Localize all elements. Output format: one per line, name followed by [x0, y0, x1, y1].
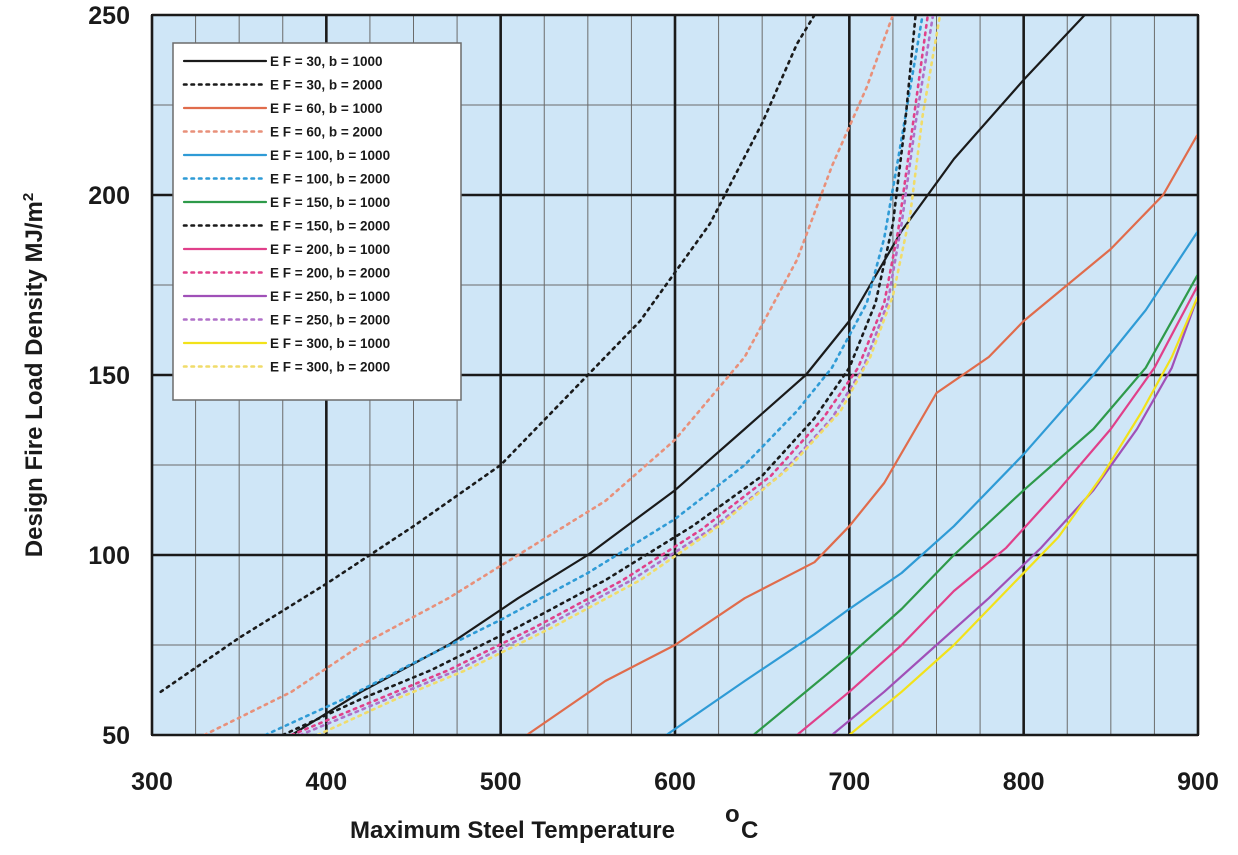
series-line-5 [665, 229, 1198, 735]
legend-label-11: E F = 250, b = 1000 [270, 289, 390, 304]
legend-label-4: E F = 60, b = 2000 [270, 125, 383, 140]
legend-label-8: E F = 150, b = 2000 [270, 219, 390, 234]
series-line-2 [159, 15, 816, 694]
legend-box [172, 42, 462, 401]
y-tick-label: 150 [88, 362, 130, 390]
series-line-9 [795, 283, 1198, 735]
x-axis-unit-degree: o [725, 801, 740, 828]
y-axis-label-sup: 2 [20, 193, 37, 201]
legend-label-6: E F = 100, b = 2000 [270, 172, 390, 187]
y-axis-label: Design Fire Load Density MJ/m2 [20, 193, 48, 557]
x-tick-label: 600 [654, 768, 696, 796]
y-axis-ticks: 50 100 150 200 250 [88, 2, 130, 750]
series-line-7 [752, 273, 1198, 735]
x-tick-label: 300 [131, 768, 173, 796]
y-tick-label: 50 [102, 722, 130, 750]
series-line-3 [525, 132, 1198, 735]
plot-frame [151, 14, 1199, 736]
y-tick-label: 100 [88, 542, 130, 570]
y-tick-label: 250 [88, 2, 130, 30]
legend-label-10: E F = 200, b = 2000 [270, 266, 390, 281]
series-line-4 [203, 15, 895, 735]
y-axis-label-text: Design Fire Load Density MJ/m [21, 201, 48, 557]
x-tick-label: 700 [828, 768, 870, 796]
x-axis-unit: C [741, 817, 758, 844]
series-line-13 [848, 294, 1198, 735]
x-axis-label: Maximum Steel Temperature [350, 817, 675, 844]
legend: E F = 30, b = 1000 E F = 30, b = 2000 E F … [172, 42, 462, 401]
x-tick-label: 400 [305, 768, 347, 796]
legend-label-9: E F = 200, b = 1000 [270, 242, 390, 257]
x-axis-label-text: Maximum Steel Temperature [350, 817, 675, 844]
series-line-10 [290, 15, 930, 735]
legend-label-3: E F = 60, b = 1000 [270, 101, 383, 116]
series-lines [159, 15, 1198, 735]
x-tick-label: 800 [1003, 768, 1045, 796]
legend-label-5: E F = 100, b = 1000 [270, 148, 390, 163]
legend-label-7: E F = 150, b = 1000 [270, 195, 390, 210]
x-tick-label: 900 [1177, 768, 1219, 796]
series-line-14 [316, 15, 942, 735]
y-tick-label: 200 [88, 182, 130, 210]
series-line-8 [281, 15, 917, 735]
series-line-11 [830, 294, 1198, 735]
legend-label-2: E F = 30, b = 2000 [270, 78, 383, 93]
legend-label-12: E F = 250, b = 2000 [270, 313, 390, 328]
x-axis-ticks: 300 400 500 600 700 800 900 [131, 768, 1219, 796]
svg-text:Design Fire Load Density MJ/m2: Design Fire Load Density MJ/m2 [20, 193, 48, 557]
x-tick-label: 500 [480, 768, 522, 796]
series-line-6 [263, 15, 924, 735]
legend-label-13: E F = 300, b = 1000 [270, 336, 390, 351]
legend-label-1: E F = 30, b = 1000 [270, 54, 383, 69]
legend-label-14: E F = 300, b = 2000 [270, 360, 390, 375]
